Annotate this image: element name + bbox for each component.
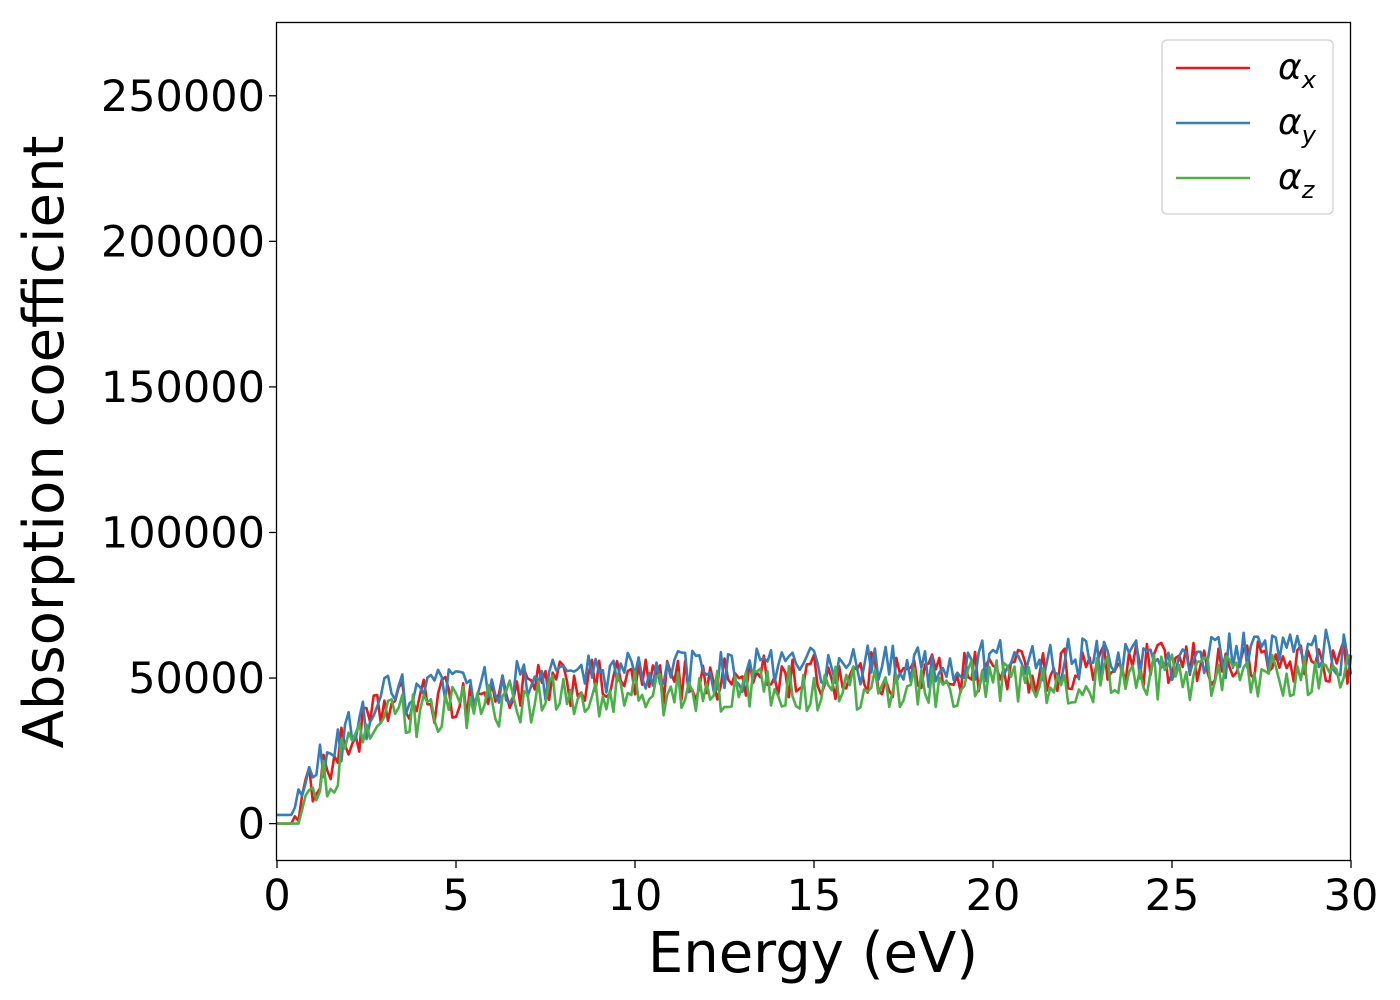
plot-frame (275, 21, 1352, 862)
legend: αx αy αz (1161, 39, 1334, 215)
y-axis-title: Absorption coefficient (12, 136, 77, 749)
x-tick-label: 15 (787, 871, 842, 921)
x-tick-label: 10 (608, 871, 663, 921)
x-tick-label: 20 (966, 871, 1021, 921)
y-tick-label: 100000 (101, 508, 265, 558)
x-tick-label: 30 (1324, 871, 1379, 921)
legend-label-z: αz (1278, 157, 1316, 204)
legend-label-x: αx (1278, 47, 1317, 94)
series-line-y (277, 628, 1353, 817)
ticks-layer: 0 5 10 15 20 25 30 0 50000 100000 150000 200000 2500… (101, 72, 1379, 921)
y-tick-label: 200000 (101, 217, 265, 267)
series-layer (277, 628, 1353, 825)
legend-label-y: αy (1278, 102, 1317, 149)
x-tick-label: 0 (263, 871, 290, 921)
y-tick-label: 50000 (128, 654, 265, 704)
y-tick-label: 250000 (101, 72, 265, 122)
series-line-z (277, 653, 1352, 825)
legend-box (1161, 39, 1334, 215)
y-tick-label: 150000 (101, 363, 265, 413)
x-axis-title: Energy (eV) (648, 921, 978, 986)
y-tick-label: 0 (238, 800, 265, 850)
x-tick-label: 25 (1145, 871, 1200, 921)
x-tick-label: 5 (442, 871, 469, 921)
